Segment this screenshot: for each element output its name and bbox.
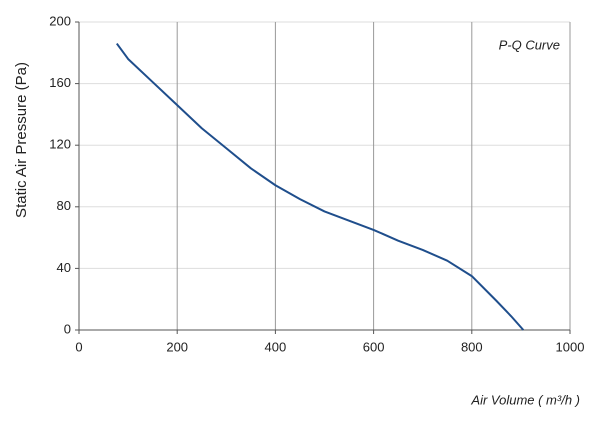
x-axis-label: Air Volume ( m³/h ) [470,392,580,407]
x-tick-label: 800 [461,339,483,354]
x-tick-label: 1000 [556,339,585,354]
x-tick-label: 0 [75,339,82,354]
y-tick-label: 40 [57,260,71,275]
y-tick-label: 120 [49,137,71,152]
chart-title: P-Q Curve [499,37,560,52]
y-tick-label: 0 [64,321,71,336]
y-axis-label: Static Air Pressure (Pa) [13,62,30,218]
x-tick-label: 200 [166,339,188,354]
x-tick-label: 600 [363,339,385,354]
y-tick-label: 200 [49,13,71,28]
pq-curve [116,42,525,331]
y-tick-label: 160 [49,75,71,90]
y-tick-label: 80 [57,198,71,213]
x-tick-label: 400 [265,339,287,354]
